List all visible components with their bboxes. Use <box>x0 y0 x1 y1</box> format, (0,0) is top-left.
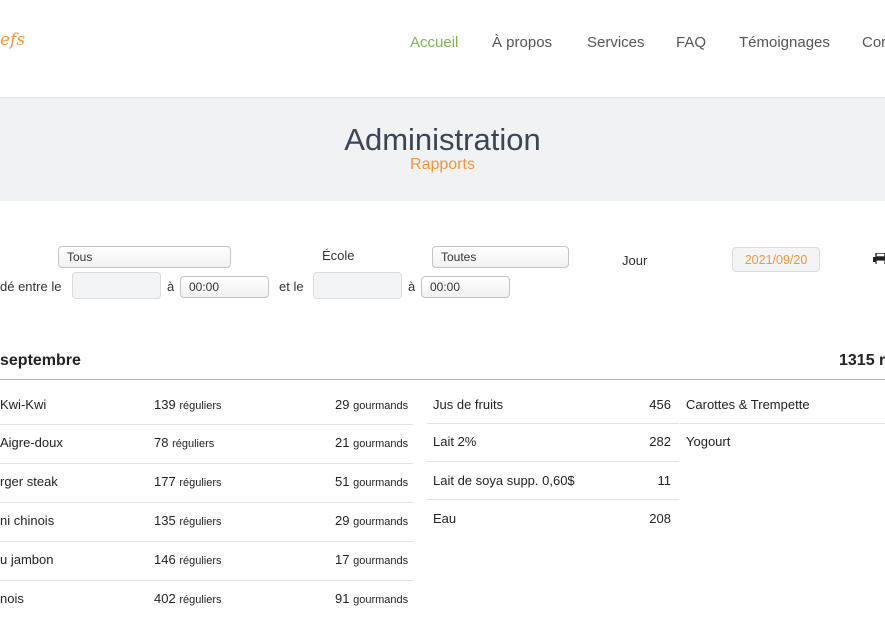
nav-temoignages[interactable]: Témoignages <box>739 34 830 51</box>
meal-name: Aigre-doux <box>0 435 63 450</box>
meal-row: Kwi-Kwi 139 réguliers 29 gourmands <box>0 386 413 425</box>
drink-name: Eau <box>433 511 457 526</box>
meal-regular: 402 réguliers <box>154 591 222 606</box>
drink-name: Jus de fruits <box>433 397 504 412</box>
meal-regular: 78 réguliers <box>154 435 215 450</box>
drink-row: Jus de fruits 456 <box>427 386 679 424</box>
drink-count: 208 <box>649 511 671 526</box>
nav-services[interactable]: Services <box>587 34 645 51</box>
side-row: Carottes & Trempette <box>680 386 885 424</box>
side-name: Carottes & Trempette <box>686 397 810 412</box>
page-subtitle: Rapports <box>410 156 475 173</box>
meal-name: ni chinois <box>0 513 55 528</box>
page-title: Administration <box>344 122 541 157</box>
meal-regular: 146 réguliers <box>154 552 222 567</box>
school-select[interactable]: Toutes <box>432 246 569 268</box>
nav-a-propos[interactable]: À propos <box>492 34 553 51</box>
main-nav: Accueil À propos Services FAQ Témoignage… <box>0 34 885 58</box>
side-row: Yogourt <box>680 424 885 462</box>
meal-row: ni chinois 135 réguliers 29 gourmands <box>0 503 413 542</box>
report-divider <box>0 379 885 380</box>
report-day-total: 1315 r <box>839 352 885 369</box>
meal-name: rger steak <box>0 474 58 489</box>
meal-row: Aigre-doux 78 réguliers 21 gourmands <box>0 425 413 464</box>
site-logo[interactable]: efs <box>0 30 26 50</box>
report-day-heading: septembre <box>0 352 81 369</box>
drink-count: 11 <box>657 473 672 488</box>
day-label: Jour <box>622 253 648 268</box>
time-from-select[interactable]: 00:00 <box>180 276 269 298</box>
meal-name: nois <box>0 591 24 606</box>
school-label: École <box>322 248 355 263</box>
meal-row: u jambon 146 réguliers 17 gourmands <box>0 542 413 581</box>
nav-contact[interactable]: Cor <box>862 34 885 51</box>
nav-faq[interactable]: FAQ <box>676 34 707 51</box>
at-label-1: à <box>167 279 175 294</box>
drink-row: Eau 208 <box>427 500 679 538</box>
page-banner: Administration Rapports <box>0 97 885 201</box>
nav-accueil[interactable]: Accueil <box>410 34 459 51</box>
meal-name: Kwi-Kwi <box>0 397 47 412</box>
day-date-input[interactable]: 2021/09/20 <box>732 247 820 272</box>
meal-gourmand: 21 gourmands <box>335 435 409 450</box>
printer-icon[interactable] <box>872 252 885 264</box>
drink-name: Lait de soya supp. 0,60$ <box>433 473 575 488</box>
meal-regular: 139 réguliers <box>154 397 222 412</box>
meal-gourmand: 29 gourmands <box>335 513 409 528</box>
date-from-input[interactable] <box>72 272 161 299</box>
filter-select-first[interactable]: Tous <box>58 246 231 268</box>
side-name: Yogourt <box>686 434 731 449</box>
drink-name: Lait 2% <box>433 434 477 449</box>
drink-count: 456 <box>649 397 671 412</box>
meal-row: nois 402 réguliers 91 gourmands <box>0 581 413 620</box>
meal-regular: 135 réguliers <box>154 513 222 528</box>
meal-gourmand: 17 gourmands <box>335 552 409 567</box>
drink-row: Lait de soya supp. 0,60$ 11 <box>427 462 679 500</box>
at-label-2: à <box>408 279 416 294</box>
drink-row: Lait 2% 282 <box>427 424 679 462</box>
date-to-input[interactable] <box>313 272 402 299</box>
meal-gourmand: 29 gourmands <box>335 397 409 412</box>
ordered-between-label: dé entre le <box>0 279 62 294</box>
meal-regular: 177 réguliers <box>154 474 222 489</box>
and-label: et le <box>279 279 304 294</box>
meal-gourmand: 91 gourmands <box>335 591 409 606</box>
meal-name: u jambon <box>0 552 54 567</box>
meal-row: rger steak 177 réguliers 51 gourmands <box>0 464 413 503</box>
drink-count: 282 <box>649 434 671 449</box>
meal-gourmand: 51 gourmands <box>335 474 409 489</box>
time-to-select[interactable]: 00:00 <box>421 276 510 298</box>
